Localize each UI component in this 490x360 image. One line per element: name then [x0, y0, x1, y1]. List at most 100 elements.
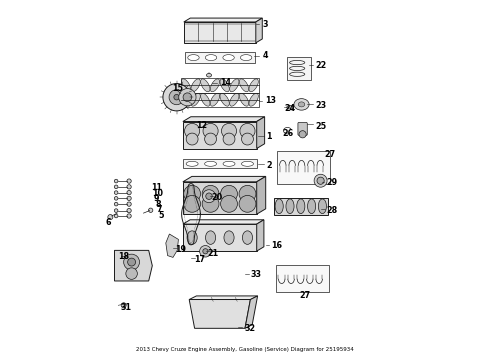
- Circle shape: [163, 84, 190, 111]
- Ellipse shape: [249, 79, 258, 92]
- Text: 24: 24: [284, 104, 295, 113]
- Ellipse shape: [286, 199, 294, 213]
- Ellipse shape: [239, 93, 248, 106]
- Circle shape: [317, 177, 324, 184]
- Circle shape: [185, 123, 200, 139]
- Circle shape: [108, 215, 113, 220]
- Circle shape: [127, 190, 131, 195]
- Circle shape: [121, 303, 126, 308]
- Text: 1: 1: [267, 132, 272, 141]
- Text: 9: 9: [153, 194, 159, 203]
- Ellipse shape: [308, 199, 316, 213]
- Circle shape: [127, 179, 131, 183]
- Circle shape: [202, 190, 216, 203]
- Bar: [277, 151, 330, 184]
- Text: 4: 4: [262, 51, 268, 60]
- Circle shape: [114, 214, 118, 218]
- Bar: [183, 122, 257, 148]
- Polygon shape: [257, 117, 265, 148]
- Text: 8: 8: [155, 199, 161, 209]
- Ellipse shape: [191, 93, 200, 106]
- Circle shape: [184, 195, 200, 212]
- Ellipse shape: [249, 93, 258, 106]
- Ellipse shape: [191, 79, 200, 92]
- Circle shape: [114, 202, 118, 206]
- Circle shape: [220, 195, 238, 212]
- Circle shape: [127, 202, 131, 206]
- Ellipse shape: [318, 199, 326, 213]
- Ellipse shape: [210, 93, 220, 106]
- Text: 32: 32: [245, 324, 255, 333]
- Text: 23: 23: [315, 102, 326, 110]
- Text: 17: 17: [194, 256, 205, 264]
- Polygon shape: [245, 296, 258, 328]
- Ellipse shape: [206, 73, 212, 77]
- Circle shape: [114, 197, 118, 200]
- Ellipse shape: [205, 231, 216, 244]
- Ellipse shape: [275, 199, 283, 213]
- Circle shape: [127, 258, 136, 266]
- Bar: [183, 224, 257, 251]
- Circle shape: [239, 185, 256, 202]
- FancyBboxPatch shape: [298, 122, 307, 135]
- Polygon shape: [256, 18, 262, 43]
- Ellipse shape: [223, 161, 235, 166]
- Circle shape: [184, 185, 200, 202]
- Bar: [181, 93, 259, 107]
- Ellipse shape: [294, 99, 309, 110]
- Circle shape: [240, 123, 255, 139]
- Text: 16: 16: [271, 241, 283, 250]
- Circle shape: [205, 133, 217, 145]
- Bar: [183, 182, 257, 214]
- Bar: [183, 159, 257, 168]
- Ellipse shape: [230, 93, 239, 106]
- Bar: [276, 265, 328, 292]
- Text: 33: 33: [250, 270, 261, 279]
- Ellipse shape: [220, 79, 229, 92]
- Text: 3: 3: [262, 20, 268, 29]
- Circle shape: [127, 185, 131, 189]
- Circle shape: [114, 185, 118, 189]
- Circle shape: [202, 195, 219, 212]
- Text: 10: 10: [152, 189, 163, 198]
- Ellipse shape: [205, 161, 217, 166]
- Text: 12: 12: [196, 122, 208, 130]
- Polygon shape: [189, 300, 250, 328]
- Circle shape: [242, 133, 253, 145]
- Text: 20: 20: [211, 193, 222, 202]
- Bar: [184, 22, 256, 43]
- Ellipse shape: [241, 55, 252, 60]
- Polygon shape: [184, 18, 262, 22]
- Ellipse shape: [224, 231, 234, 244]
- Text: 22: 22: [315, 61, 326, 70]
- Circle shape: [127, 196, 131, 201]
- Text: 5: 5: [158, 211, 163, 220]
- Circle shape: [239, 195, 256, 212]
- Polygon shape: [183, 117, 265, 122]
- Text: 13: 13: [265, 96, 276, 105]
- Circle shape: [314, 174, 327, 187]
- Circle shape: [221, 123, 237, 139]
- Ellipse shape: [287, 105, 293, 109]
- Polygon shape: [115, 251, 152, 281]
- Circle shape: [148, 208, 153, 212]
- Polygon shape: [166, 234, 178, 257]
- Circle shape: [114, 191, 118, 194]
- Bar: [287, 57, 311, 80]
- Circle shape: [127, 208, 131, 213]
- Text: 18: 18: [118, 252, 129, 261]
- Circle shape: [114, 179, 118, 183]
- Circle shape: [206, 193, 212, 199]
- Ellipse shape: [200, 93, 210, 106]
- Bar: [181, 78, 259, 93]
- Circle shape: [299, 131, 306, 138]
- Circle shape: [203, 249, 208, 254]
- Ellipse shape: [239, 79, 248, 92]
- Circle shape: [220, 185, 238, 202]
- Circle shape: [169, 90, 184, 105]
- Circle shape: [114, 209, 118, 212]
- Text: 27: 27: [300, 292, 311, 300]
- Ellipse shape: [186, 161, 198, 166]
- Ellipse shape: [181, 79, 191, 92]
- Ellipse shape: [210, 79, 220, 92]
